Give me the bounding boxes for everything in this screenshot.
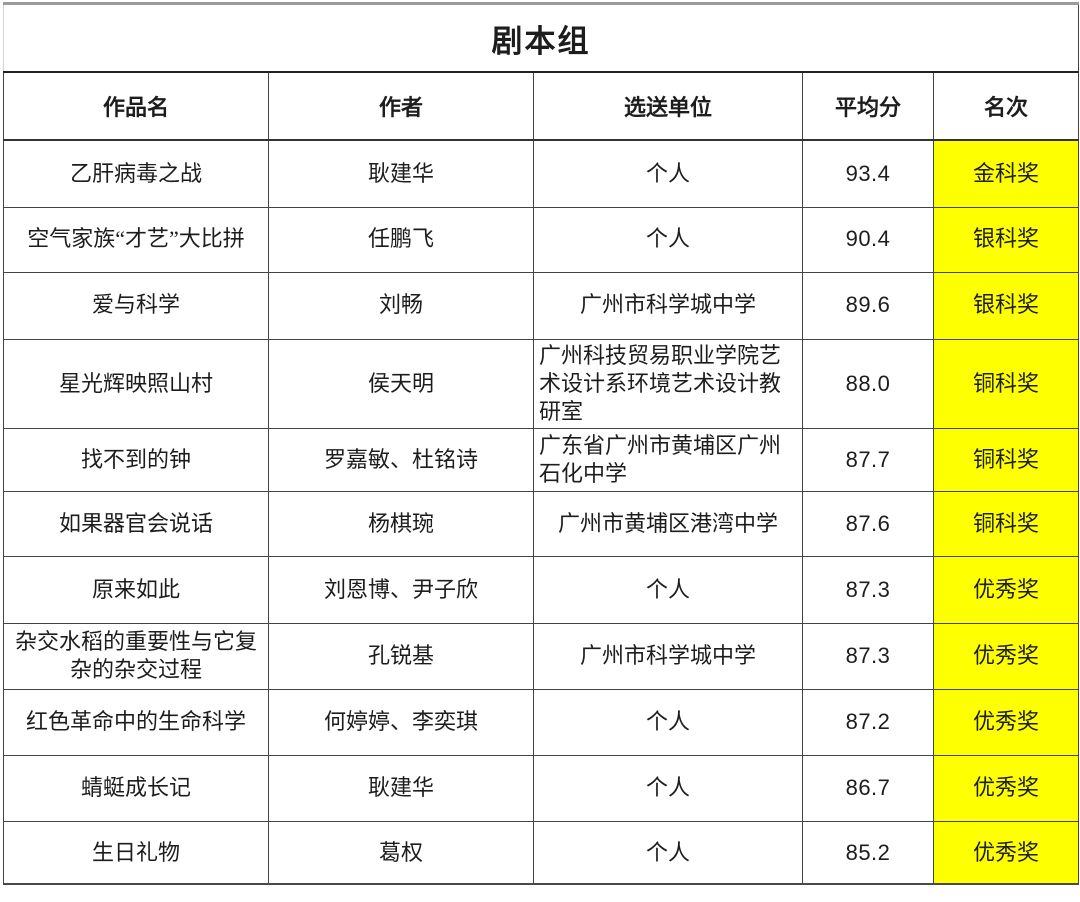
score-cell: 87.3	[802, 555, 934, 624]
table-row: 如果器官会说话 杨棋琬 广州市黄埔区港湾中学 87.6 铜科奖	[3, 490, 1080, 557]
author-cell: 侯天明	[268, 338, 534, 429]
unit-cell: 广州市黄埔区港湾中学	[533, 490, 803, 557]
column-header-unit: 选送单位	[533, 71, 803, 141]
score-cell: 87.2	[802, 688, 934, 756]
score-cell: 90.4	[802, 206, 934, 273]
work-cell: 爱与科学	[3, 271, 269, 340]
award-cell: 优秀奖	[932, 820, 1080, 885]
author-cell: 何婷婷、李奕琪	[268, 688, 534, 756]
unit-cell: 个人	[533, 688, 803, 756]
title-row: 剧本组	[2, 3, 1080, 73]
table-row: 星光辉映照山村 侯天明 广州科技贸易职业学院艺术设计系环境艺术设计教研室 88.0 铜科…	[3, 338, 1080, 429]
unit-cell: 广州市科学城中学	[533, 271, 803, 340]
table-body: 乙肝病毒之战 耿建华 个人 93.4 金科奖 空气家族“才艺”大比拼 任鹏飞 个人 90.4 银科…	[3, 139, 1080, 885]
score-cell: 93.4	[802, 139, 934, 208]
table-title: 剧本组	[2, 3, 1080, 73]
table-row: 蜻蜓成长记 耿建华 个人 86.7 优秀奖	[3, 754, 1080, 822]
author-cell: 刘畅	[268, 271, 534, 340]
work-cell: 红色革命中的生命科学	[3, 688, 269, 756]
unit-cell: 个人	[533, 555, 803, 624]
work-cell: 如果器官会说话	[3, 490, 269, 557]
column-header-score: 平均分	[802, 71, 934, 141]
award-cell: 铜科奖	[932, 427, 1080, 492]
unit-cell: 个人	[533, 754, 803, 822]
award-cell: 优秀奖	[932, 754, 1080, 822]
author-cell: 耿建华	[268, 754, 534, 822]
author-cell: 杨棋琬	[268, 490, 534, 557]
award-cell: 银科奖	[932, 271, 1080, 340]
award-cell: 金科奖	[932, 139, 1080, 208]
column-header-author: 作者	[268, 71, 534, 141]
table-row: 杂交水稻的重要性与它复杂的杂交过程 孔锐基 广州市科学城中学 87.3 优秀奖	[3, 622, 1080, 690]
awards-table: 剧本组 作品名 作者 选送单位 平均分 名次 乙肝病毒之战 耿建华 个人 93.4 金科…	[2, 2, 1080, 886]
header-row: 作品名 作者 选送单位 平均分 名次	[3, 71, 1080, 141]
award-cell: 铜科奖	[932, 338, 1080, 429]
author-cell: 耿建华	[268, 139, 534, 208]
award-cell: 铜科奖	[932, 490, 1080, 557]
score-cell: 89.6	[802, 271, 934, 340]
work-cell: 生日礼物	[3, 820, 269, 885]
unit-cell: 个人	[533, 820, 803, 885]
award-cell: 银科奖	[932, 206, 1080, 273]
unit-cell: 广州市科学城中学	[533, 622, 803, 690]
author-cell: 刘恩博、尹子欣	[268, 555, 534, 624]
score-cell: 87.7	[802, 427, 934, 492]
unit-cell: 广州科技贸易职业学院艺术设计系环境艺术设计教研室	[533, 338, 803, 429]
work-cell: 蜻蜓成长记	[3, 754, 269, 822]
author-cell: 葛权	[268, 820, 534, 885]
award-cell: 优秀奖	[932, 622, 1080, 690]
score-cell: 86.7	[802, 754, 934, 822]
table-row: 找不到的钟 罗嘉敏、杜铭诗 广东省广州市黄埔区广州石化中学 87.7 铜科奖	[3, 427, 1080, 492]
work-cell: 星光辉映照山村	[3, 338, 269, 429]
table-row: 爱与科学 刘畅 广州市科学城中学 89.6 银科奖	[3, 271, 1080, 340]
score-cell: 87.3	[802, 622, 934, 690]
unit-cell: 个人	[533, 206, 803, 273]
work-cell: 找不到的钟	[3, 427, 269, 492]
work-cell: 空气家族“才艺”大比拼	[3, 206, 269, 273]
table-row: 原来如此 刘恩博、尹子欣 个人 87.3 优秀奖	[3, 555, 1080, 624]
author-cell: 孔锐基	[268, 622, 534, 690]
score-cell: 85.2	[802, 820, 934, 885]
work-cell: 乙肝病毒之战	[3, 139, 269, 208]
work-cell: 原来如此	[3, 555, 269, 624]
score-cell: 88.0	[802, 338, 934, 429]
unit-cell: 个人	[533, 139, 803, 208]
work-cell: 杂交水稻的重要性与它复杂的杂交过程	[3, 622, 269, 690]
author-cell: 任鹏飞	[268, 206, 534, 273]
table-row: 红色革命中的生命科学 何婷婷、李奕琪 个人 87.2 优秀奖	[3, 688, 1080, 756]
author-cell: 罗嘉敏、杜铭诗	[268, 427, 534, 492]
award-cell: 优秀奖	[932, 555, 1080, 624]
table-row: 生日礼物 葛权 个人 85.2 优秀奖	[3, 820, 1080, 885]
unit-cell: 广东省广州市黄埔区广州石化中学	[533, 427, 803, 492]
award-cell: 优秀奖	[932, 688, 1080, 756]
table-row: 空气家族“才艺”大比拼 任鹏飞 个人 90.4 银科奖	[3, 206, 1080, 273]
score-cell: 87.6	[802, 490, 934, 557]
column-header-rank: 名次	[932, 71, 1080, 141]
table-row: 乙肝病毒之战 耿建华 个人 93.4 金科奖	[3, 139, 1080, 208]
column-header-work: 作品名	[3, 71, 269, 141]
